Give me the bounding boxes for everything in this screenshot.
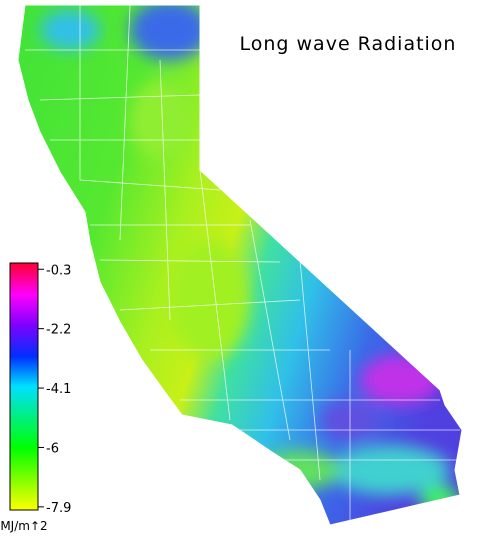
colorbar-tick-label: -2.2 [46,323,71,338]
colorbar [9,262,39,511]
colorbar-tick-label: -6 [46,441,59,456]
colorbar-tick-label: -7.9 [46,501,71,516]
colorbar-unit: MJ/m↑2 [0,519,47,533]
map-title: Long wave Radiation [240,33,457,55]
colorbar-tick-label: -4.1 [46,382,71,397]
colorbar-tick-label: -0.3 [46,263,71,278]
